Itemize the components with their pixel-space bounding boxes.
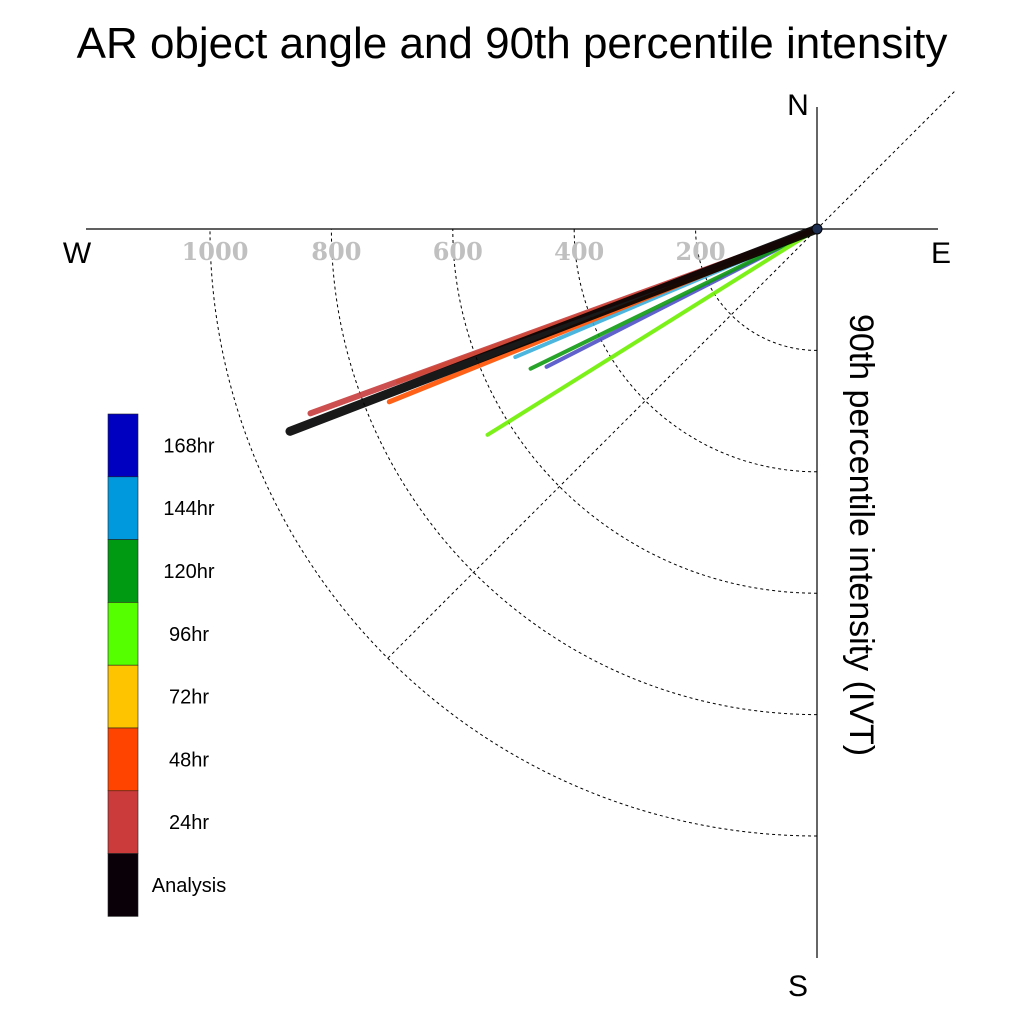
- radial-tick-labels: 1000 800 600 400 200: [182, 237, 726, 266]
- compass-west: W: [63, 237, 92, 270]
- compass-east: E: [931, 237, 951, 270]
- radial-tick-label: 800: [311, 237, 361, 266]
- vector-120hr: [528, 227, 819, 371]
- colorbar-label: 96hr: [169, 624, 209, 646]
- radial-tick-label: 200: [676, 237, 726, 266]
- colorbar-swatch: [107, 664, 139, 729]
- colorbar-label: 168hr: [163, 435, 214, 457]
- compass-south: S: [788, 970, 808, 1003]
- polar-grid: [209, 91, 955, 837]
- colorbar-label: Analysis: [152, 875, 226, 897]
- colorbar-swatch: [107, 602, 139, 666]
- colorbar-label: 120hr: [163, 561, 214, 583]
- radial-tick-label: 1000: [182, 237, 249, 266]
- y-axis-label: 90th percentile intensity (IVT): [842, 314, 880, 756]
- radial-tick-label: 400: [554, 237, 604, 266]
- colorbar: 168hr 144hr 120hr 96hr 72hr 48hr 24hr Analysis: [107, 413, 226, 917]
- colorbar-swatch: [107, 853, 139, 917]
- vector-96hr: [485, 227, 819, 437]
- colorbar-swatch: [107, 539, 139, 603]
- colorbar-label: 48hr: [169, 749, 209, 771]
- diagonal-reference-line: [387, 91, 955, 659]
- grid-ring: [209, 228, 818, 837]
- origin-marker: [811, 223, 823, 235]
- vector-series: [285, 224, 822, 437]
- chart-title: AR object angle and 90th percentile inte…: [77, 19, 948, 68]
- grid-ring: [330, 228, 818, 716]
- colorbar-swatch: [107, 413, 139, 478]
- grid-ring: [573, 228, 818, 473]
- colorbar-swatch: [107, 790, 139, 854]
- compass-north: N: [787, 89, 809, 122]
- colorbar-swatch: [107, 727, 139, 792]
- grid-ring: [452, 228, 818, 594]
- grid-ring: [695, 228, 818, 351]
- colorbar-label: 72hr: [169, 687, 209, 709]
- colorbar-swatch: [107, 476, 139, 540]
- vector-analysis: [285, 224, 822, 436]
- colorbar-label: 144hr: [163, 498, 214, 520]
- colorbar-label: 24hr: [169, 812, 209, 834]
- radial-tick-label: 600: [433, 237, 483, 266]
